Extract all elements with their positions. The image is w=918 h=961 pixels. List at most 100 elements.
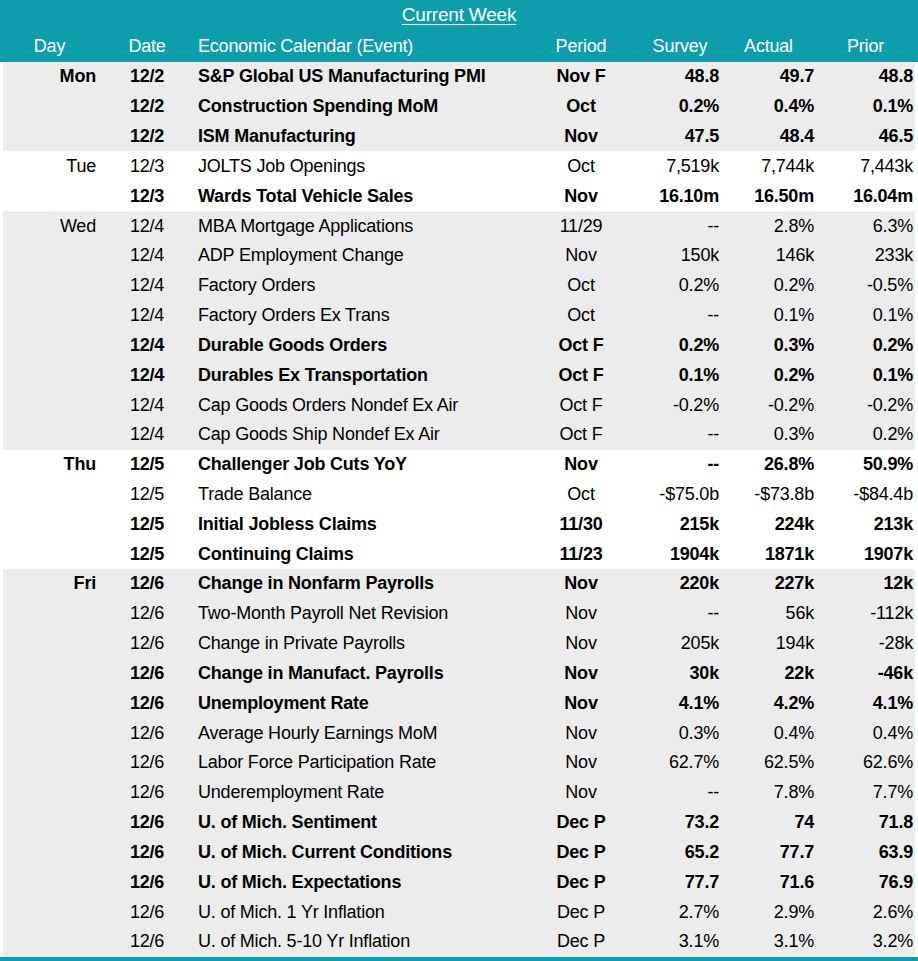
cell-period: Nov: [521, 573, 641, 594]
cell-prior: 213k: [818, 514, 915, 535]
cell-day: Thu: [3, 454, 111, 475]
cell-prior: 0.4%: [818, 723, 915, 744]
cell-survey: 205k: [641, 633, 723, 654]
cell-day: Fri: [3, 573, 111, 594]
cell-period: Nov: [521, 186, 641, 207]
cell-period: Dec P: [521, 902, 641, 923]
cell-date: 12/6: [111, 902, 183, 923]
cell-prior: 7,443k: [818, 156, 915, 177]
cell-event: Durable Goods Orders: [183, 335, 521, 356]
cell-prior: 76.9: [818, 872, 915, 893]
table-row: 12/4Cap Goods Ship Nondef Ex AirOct F--0…: [3, 420, 915, 450]
cell-date: 12/6: [111, 812, 183, 833]
table-row: 12/5Initial Jobless Claims11/30215k224k2…: [3, 509, 915, 539]
cell-prior: 46.5: [818, 126, 915, 147]
cell-actual: 1871k: [723, 544, 818, 565]
cell-actual: 146k: [723, 245, 818, 266]
table-row: 12/6U. of Mich. 5-10 Yr InflationDec P3.…: [3, 927, 915, 957]
cell-period: Nov: [521, 663, 641, 684]
cell-actual: 227k: [723, 573, 818, 594]
cell-day: Wed: [3, 216, 111, 237]
cell-prior: 0.1%: [818, 96, 915, 117]
cell-date: 12/6: [111, 603, 183, 624]
cell-date: 12/4: [111, 305, 183, 326]
cell-event: Construction Spending MoM: [183, 96, 521, 117]
column-header-actual: Actual: [723, 36, 818, 57]
cell-prior: -28k: [818, 633, 915, 654]
table-body: Mon12/2S&P Global US Manufacturing PMINo…: [0, 62, 918, 957]
table-row: 12/6Labor Force Participation RateNov62.…: [3, 748, 915, 778]
column-header-row: Day Date Economic Calendar (Event) Perio…: [0, 30, 918, 62]
cell-date: 12/6: [111, 573, 183, 594]
cell-event: Two-Month Payroll Net Revision: [183, 603, 521, 624]
cell-period: Nov: [521, 693, 641, 714]
table-row: Mon12/2S&P Global US Manufacturing PMINo…: [3, 62, 915, 92]
cell-prior: -0.5%: [818, 275, 915, 296]
cell-survey: 4.1%: [641, 693, 723, 714]
cell-period: Oct F: [521, 365, 641, 386]
cell-date: 12/6: [111, 872, 183, 893]
cell-survey: -$75.0b: [641, 484, 723, 505]
cell-survey: 0.3%: [641, 723, 723, 744]
table-row: 12/6Change in Manufact. PayrollsNov30k22…: [3, 659, 915, 689]
cell-event: Challenger Job Cuts YoY: [183, 454, 521, 475]
cell-period: Oct: [521, 484, 641, 505]
table-row: 12/2Construction Spending MoMOct0.2%0.4%…: [3, 92, 915, 122]
cell-prior: 63.9: [818, 842, 915, 863]
cell-survey: 16.10m: [641, 186, 723, 207]
cell-period: Nov: [521, 633, 641, 654]
cell-event: U. of Mich. 5-10 Yr Inflation: [183, 931, 521, 952]
cell-survey: 150k: [641, 245, 723, 266]
cell-actual: 0.2%: [723, 365, 818, 386]
table-row: 12/6Average Hourly Earnings MoMNov0.3%0.…: [3, 718, 915, 748]
cell-event: Factory Orders: [183, 275, 521, 296]
cell-period: 11/30: [521, 514, 641, 535]
cell-event: Initial Jobless Claims: [183, 514, 521, 535]
cell-actual: -0.2%: [723, 395, 818, 416]
cell-prior: -0.2%: [818, 395, 915, 416]
cell-actual: 7,744k: [723, 156, 818, 177]
cell-actual: 0.4%: [723, 723, 818, 744]
cell-date: 12/6: [111, 842, 183, 863]
cell-prior: 16.04m: [818, 186, 915, 207]
cell-period: Oct F: [521, 335, 641, 356]
cell-prior: 2.6%: [818, 902, 915, 923]
cell-date: 12/4: [111, 365, 183, 386]
cell-prior: 0.1%: [818, 365, 915, 386]
column-header-day: Day: [3, 36, 111, 57]
table-row: Tue12/3JOLTS Job OpeningsOct7,519k7,744k…: [3, 151, 915, 181]
cell-event: ADP Employment Change: [183, 245, 521, 266]
cell-actual: 224k: [723, 514, 818, 535]
cell-actual: 2.8%: [723, 216, 818, 237]
cell-actual: 0.4%: [723, 96, 818, 117]
cell-period: Oct F: [521, 395, 641, 416]
cell-period: Oct F: [521, 424, 641, 445]
table-row: 12/4Factory OrdersOct0.2%0.2%-0.5%: [3, 271, 915, 301]
cell-survey: 7,519k: [641, 156, 723, 177]
cell-date: 12/5: [111, 454, 183, 475]
cell-prior: 233k: [818, 245, 915, 266]
table-row: 12/6Underemployment RateNov--7.8%7.7%: [3, 778, 915, 808]
cell-survey: 0.2%: [641, 335, 723, 356]
cell-date: 12/2: [111, 96, 183, 117]
cell-period: Nov: [521, 752, 641, 773]
table-row: 12/6Change in Private PayrollsNov205k194…: [3, 629, 915, 659]
cell-survey: 220k: [641, 573, 723, 594]
cell-survey: --: [641, 782, 723, 803]
cell-survey: 3.1%: [641, 931, 723, 952]
cell-actual: 16.50m: [723, 186, 818, 207]
cell-date: 12/6: [111, 931, 183, 952]
cell-survey: 2.7%: [641, 902, 723, 923]
cell-prior: 1907k: [818, 544, 915, 565]
cell-event: S&P Global US Manufacturing PMI: [183, 66, 521, 87]
column-header-event: Economic Calendar (Event): [183, 36, 521, 57]
cell-period: Nov: [521, 454, 641, 475]
cell-event: Factory Orders Ex Trans: [183, 305, 521, 326]
cell-day: Mon: [3, 66, 111, 87]
table-row: 12/2ISM ManufacturingNov47.548.446.5: [3, 122, 915, 152]
cell-survey: 0.2%: [641, 96, 723, 117]
cell-date: 12/6: [111, 782, 183, 803]
cell-period: Nov F: [521, 66, 641, 87]
cell-event: Change in Manufact. Payrolls: [183, 663, 521, 684]
cell-actual: 194k: [723, 633, 818, 654]
